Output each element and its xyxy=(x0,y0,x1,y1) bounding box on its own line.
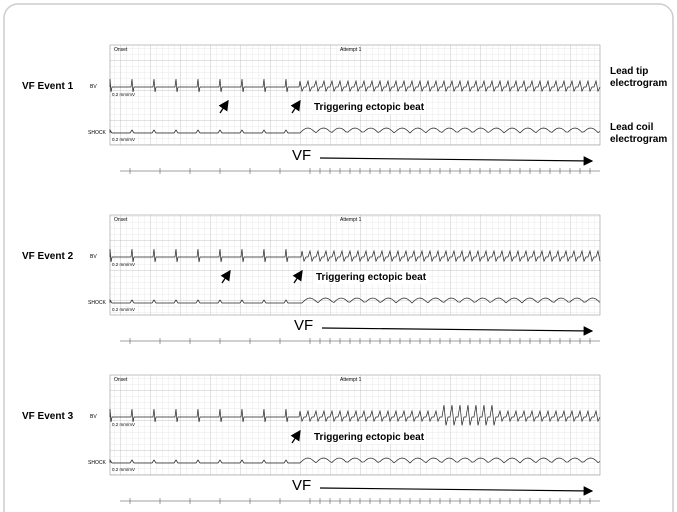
rhythm-label: VF xyxy=(292,477,311,494)
channel-label: SHOCK xyxy=(88,460,106,466)
rhythm-arrow xyxy=(322,328,592,331)
scale-label: 0.2 mm/mV xyxy=(112,92,135,97)
scale-label: 0.2 mm/mV xyxy=(112,307,135,312)
scale-label: 0.2 mm/mV xyxy=(112,422,135,427)
annotation: Triggering ectopic beat xyxy=(312,431,426,444)
scale-label: 0.2 mm/mV xyxy=(112,137,135,142)
strip-header: Onset xyxy=(114,47,128,53)
strip-header: Attempt 1 xyxy=(340,377,362,383)
strip-major-grid xyxy=(110,215,600,315)
annotation: Triggering ectopic beat xyxy=(312,101,426,114)
scale-label: 0.2 mm/mV xyxy=(112,262,135,267)
panel-label: VF Event 3 xyxy=(22,411,73,422)
annotation: Triggering ectopic beat xyxy=(314,271,428,284)
channel-label: BV xyxy=(90,414,97,420)
rhythm-label: VF xyxy=(294,317,313,334)
rhythm-arrow xyxy=(320,488,592,491)
strip-header: Onset xyxy=(114,377,128,383)
lead-label: Lead coil electrogram xyxy=(610,122,677,146)
panel-label: VF Event 1 xyxy=(22,81,73,92)
channel-label: SHOCK xyxy=(88,300,106,306)
strip-major-grid xyxy=(110,45,600,145)
channel-label: BV xyxy=(90,254,97,260)
panel-label: VF Event 2 xyxy=(22,251,73,262)
strip-header: Attempt 1 xyxy=(340,217,362,223)
channel-label: BV xyxy=(90,84,97,90)
figure: Onset Attempt 1 BV SHOCK 0.2 mm/mV 0.2 mm/mV O… xyxy=(0,0,677,512)
rhythm-arrow xyxy=(320,158,592,161)
channel-label: SHOCK xyxy=(88,130,106,136)
scale-label: 0.2 mm/mV xyxy=(112,467,135,472)
rhythm-label: VF xyxy=(292,147,311,164)
strip-header: Attempt 1 xyxy=(340,47,362,53)
lead-label: Lead tip electrogram xyxy=(610,66,677,90)
strip-major-grid xyxy=(110,375,600,475)
strip-header: Onset xyxy=(114,217,128,223)
